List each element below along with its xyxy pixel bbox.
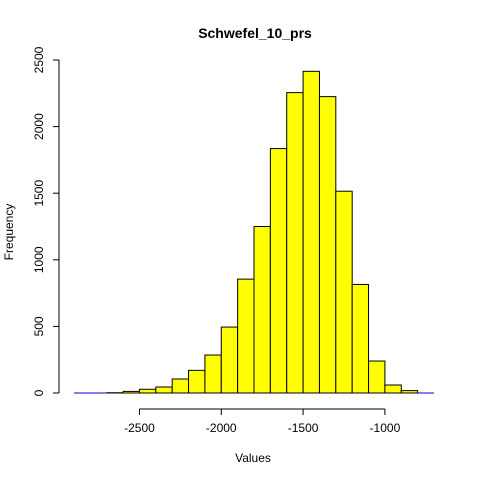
histogram-bar	[335, 190, 353, 394]
y-axis-label: Frequency	[2, 204, 16, 261]
y-tick-label: 1500	[32, 180, 46, 207]
x-tick-label: -2000	[206, 421, 237, 435]
histogram-bar	[269, 148, 288, 394]
histogram-bar	[138, 388, 157, 394]
histogram-bar	[220, 326, 239, 394]
chart-title: Schwefel_10_prs	[198, 25, 312, 41]
x-tick-label: -1500	[288, 421, 319, 435]
histogram-bar	[122, 390, 140, 394]
bars	[74, 70, 434, 394]
x-tick-label: -2500	[124, 421, 155, 435]
histogram-bar	[318, 96, 337, 394]
x-tick-label: -1000	[370, 421, 401, 435]
x-axis-label: Values	[235, 451, 271, 465]
histogram-bar	[237, 278, 255, 394]
y-tick-label: 2000	[32, 113, 46, 140]
histogram-bar	[171, 378, 190, 394]
x-axis: -2500 -2000 -1500 -1000	[124, 408, 401, 435]
y-tick-label: 500	[32, 316, 46, 336]
histogram-bar	[400, 390, 419, 394]
y-tick-label: 0	[32, 389, 46, 396]
y-tick-label: 1000	[32, 246, 46, 273]
histogram-bar	[155, 386, 173, 394]
histogram-bar	[188, 369, 206, 394]
histogram-bar	[384, 384, 402, 394]
histogram-bar	[302, 70, 320, 394]
histogram-bar	[286, 92, 304, 394]
histogram-bar	[253, 226, 271, 394]
histogram-bar	[204, 354, 222, 394]
y-tick-label: 2500	[32, 46, 46, 73]
histogram-bar	[351, 283, 370, 394]
histogram-bar	[368, 360, 386, 394]
y-axis: 0 500 1000 1500 2000 2500	[32, 46, 60, 396]
